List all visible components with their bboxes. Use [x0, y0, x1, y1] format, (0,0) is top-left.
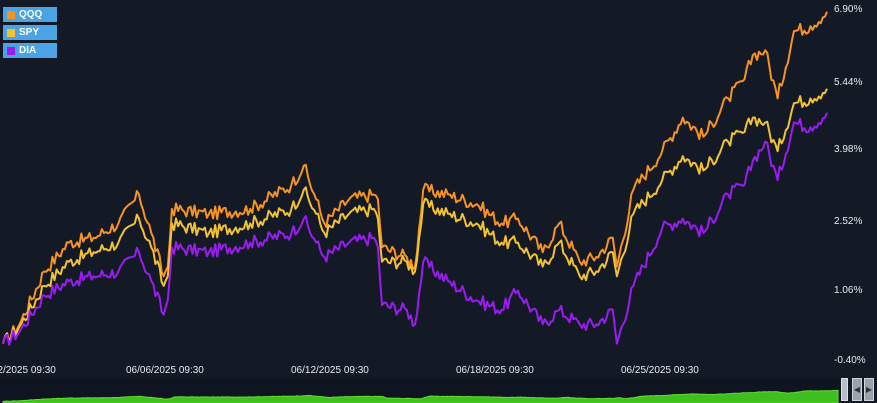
x-tick: 06/12/2025 09:30 — [291, 365, 369, 376]
chevron-right-icon: ▶ — [865, 385, 873, 394]
y-tick: 1.06% — [834, 285, 862, 296]
legend-label: DIA — [19, 45, 37, 56]
series-lines — [2, 11, 828, 346]
navigator-series-area — [2, 389, 839, 403]
navigator-handle-right[interactable] — [841, 378, 848, 401]
x-axis: 06/02/2025 09:30 06/06/2025 09:30 06/12/… — [0, 365, 699, 376]
series-line-qqq[interactable] — [2, 11, 828, 344]
y-tick: 3.98% — [834, 144, 862, 155]
y-axis: 6.90% 5.44% 3.98% 2.52% 1.06% -0.40% — [834, 4, 866, 366]
legend: QQQ SPY DIA — [3, 7, 57, 58]
legend-item-spy[interactable]: SPY — [3, 25, 57, 40]
legend-item-dia[interactable]: DIA — [3, 43, 57, 58]
y-tick: 6.90% — [834, 4, 862, 15]
y-tick: -0.40% — [834, 355, 866, 366]
legend-label: QQQ — [19, 9, 43, 20]
legend-item-qqq[interactable]: QQQ — [3, 7, 57, 22]
series-line-dia[interactable] — [2, 112, 828, 346]
x-tick: 06/02/2025 09:30 — [0, 365, 56, 376]
y-tick: 5.44% — [834, 77, 862, 88]
scroll-left-button[interactable]: ◀ — [852, 378, 862, 401]
chevron-left-icon: ◀ — [853, 385, 861, 394]
legend-swatch — [7, 10, 15, 19]
x-tick: 06/06/2025 09:30 — [126, 365, 204, 376]
x-tick: 06/25/2025 09:30 — [621, 365, 699, 376]
legend-label: SPY — [19, 27, 40, 38]
navigator[interactable] — [0, 378, 842, 403]
series-line-spy[interactable] — [2, 88, 828, 344]
legend-swatch — [7, 28, 15, 37]
legend-swatch — [7, 46, 15, 55]
y-tick: 2.52% — [834, 216, 862, 227]
scroll-right-button[interactable]: ▶ — [864, 378, 874, 401]
x-tick: 06/18/2025 09:30 — [456, 365, 534, 376]
